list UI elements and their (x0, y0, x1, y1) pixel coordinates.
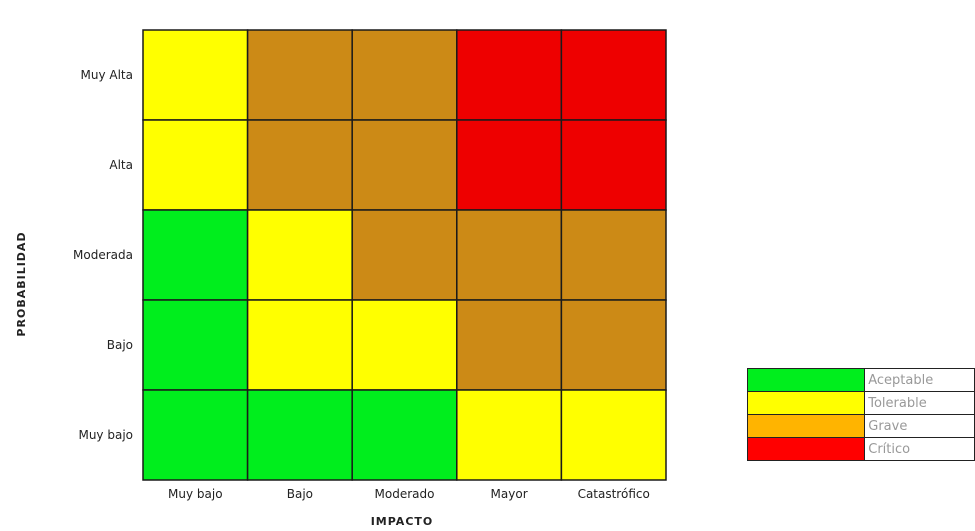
matrix-cell (142, 119, 249, 211)
matrix-cell (351, 299, 458, 391)
matrix-cell (456, 299, 563, 391)
y-tick-label: Muy Alta (81, 68, 133, 82)
matrix-cell (560, 209, 667, 301)
matrix-cell (246, 299, 353, 391)
x-tick-label: Catastrófico (578, 487, 650, 501)
legend-label: Grave (864, 414, 975, 438)
matrix-cell (142, 209, 249, 301)
legend-label: Aceptable (864, 368, 975, 392)
matrix-cell (142, 299, 249, 391)
matrix-cells (142, 29, 667, 481)
y-tick-label: Alta (109, 158, 133, 172)
legend-row: Grave (746, 414, 975, 438)
risk-legend: Aceptable Tolerable Grave Crítico (746, 368, 975, 461)
legend-row: Tolerable (746, 391, 975, 415)
matrix-cell (351, 389, 458, 481)
legend-row: Crítico (746, 437, 975, 461)
matrix-cell (351, 29, 458, 121)
matrix-cell (142, 29, 249, 121)
x-tick-label: Moderado (375, 487, 435, 501)
matrix-cell (142, 389, 249, 481)
legend-label: Tolerable (864, 391, 975, 415)
matrix-cell (560, 389, 667, 481)
matrix-cell (560, 299, 667, 391)
matrix-cell (456, 29, 563, 121)
matrix-cell (246, 209, 353, 301)
matrix-cell (351, 119, 458, 211)
matrix-cell (456, 389, 563, 481)
y-axis-title: PROBABILIDAD (15, 231, 28, 336)
matrix-cell (456, 209, 563, 301)
matrix-cell (351, 209, 458, 301)
y-tick-label: Moderada (73, 248, 133, 262)
matrix-cell (560, 119, 667, 211)
matrix-cell (246, 119, 353, 211)
legend-row: Aceptable (746, 368, 975, 392)
matrix-cell (246, 29, 353, 121)
y-tick-label: Muy bajo (78, 428, 133, 442)
legend-swatch (746, 368, 866, 392)
x-tick-label: Mayor (491, 487, 528, 501)
legend-swatch (746, 391, 866, 415)
x-tick-label: Bajo (287, 487, 313, 501)
x-tick-label: Muy bajo (168, 487, 223, 501)
matrix-cell (456, 119, 563, 211)
matrix-cell (246, 389, 353, 481)
legend-swatch (746, 437, 866, 461)
y-tick-label: Bajo (107, 338, 133, 352)
x-axis-title: IMPACTO (371, 515, 434, 528)
matrix-cell (560, 29, 667, 121)
legend-swatch (746, 414, 866, 438)
legend-label: Crítico (864, 437, 975, 461)
x-tick-labels: Muy bajo Bajo Moderado Mayor Catastrófico (168, 487, 650, 501)
y-tick-labels: Muy Alta Alta Moderada Bajo Muy bajo (73, 68, 133, 442)
